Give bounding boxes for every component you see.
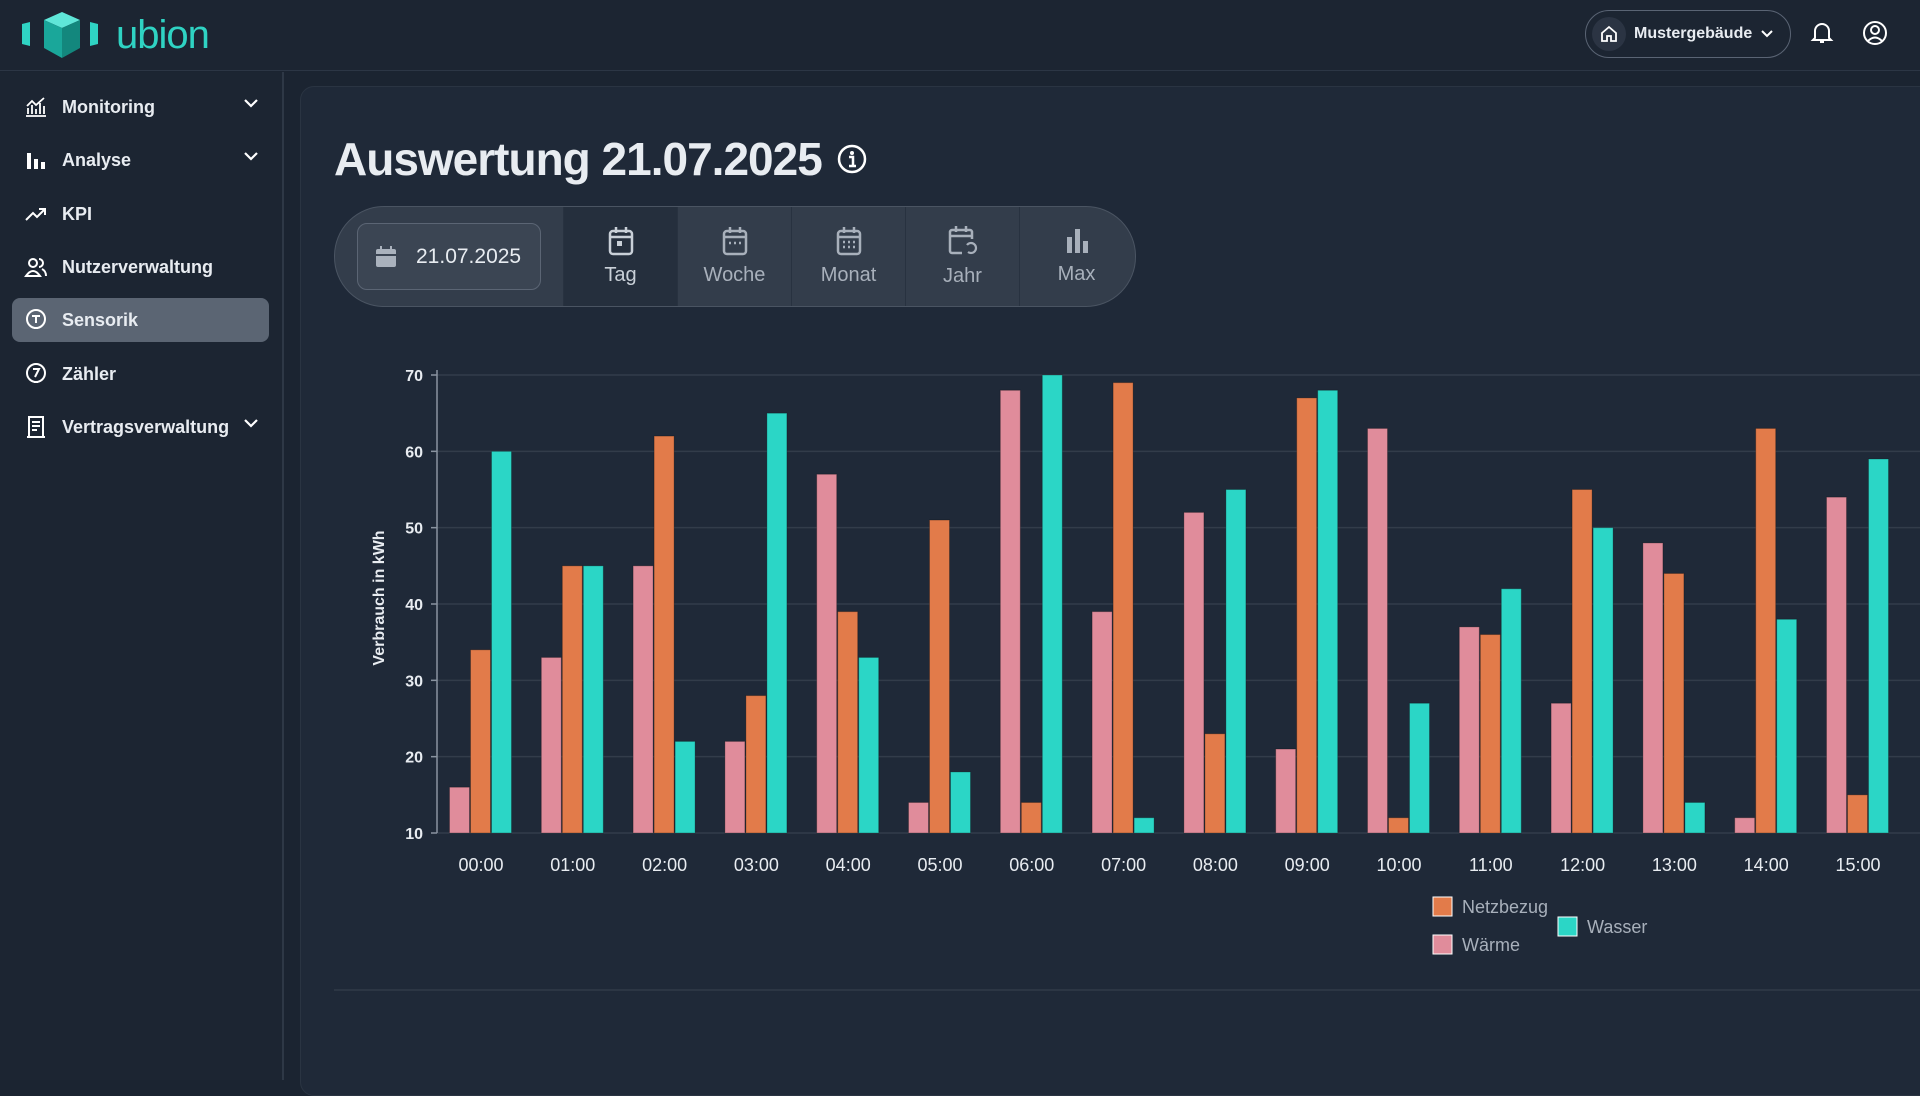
building-selector[interactable]: Mustergebäude	[1585, 10, 1791, 58]
period-selector: 21.07.2025 Tag Woche Monat Jahr Max	[334, 206, 1136, 307]
tab-label: Monat	[820, 264, 877, 286]
tab-label: Jahr	[943, 265, 982, 287]
sidebar-item-kpi[interactable]: KPI	[12, 192, 269, 236]
tab-label: Max	[1057, 263, 1096, 285]
calendar-day-icon	[608, 227, 633, 256]
sidebar-item-label: Analyse	[62, 149, 132, 170]
sidebar-item-label: Nutzerverwaltung	[62, 256, 214, 277]
home-icon	[1592, 17, 1626, 51]
logo[interactable]: ubion	[22, 12, 210, 58]
user-circle-icon[interactable]	[1862, 20, 1888, 46]
sidebar-item-zaehler[interactable]: Zähler	[12, 352, 269, 396]
tab-woche[interactable]: Woche	[677, 207, 791, 306]
calendar-week-icon	[722, 227, 747, 256]
users-icon	[24, 258, 47, 277]
document-icon	[27, 416, 45, 438]
sidebar-item-label: Vertragsverwaltung	[62, 416, 230, 437]
page-title-row: Auswertung 21.07.2025	[334, 132, 868, 186]
line-chart-icon	[26, 97, 46, 117]
sidebar-item-label: Zähler	[62, 363, 117, 384]
chevron-down-icon[interactable]	[243, 417, 259, 429]
logo-cube-icon	[22, 12, 98, 58]
tab-tag[interactable]: Tag	[563, 207, 677, 306]
divider	[334, 989, 1920, 991]
chevron-down-icon[interactable]	[243, 150, 259, 162]
chevron-down-icon	[1761, 30, 1773, 38]
trend-up-icon	[25, 208, 46, 221]
sidebar-item-sensorik[interactable]: Sensorik	[12, 298, 269, 342]
info-icon[interactable]	[836, 143, 868, 175]
calendar-icon	[376, 245, 396, 267]
meter-icon	[26, 363, 46, 383]
bar-chart-icon	[1066, 229, 1088, 253]
calendar-month-icon	[836, 227, 861, 256]
sensor-icon	[26, 309, 46, 329]
tab-label: Tag	[604, 264, 637, 286]
sidebar-item-analyse[interactable]: Analyse	[12, 138, 269, 182]
building-name: Mustergebäude	[1634, 25, 1753, 42]
date-value: 21.07.2025	[416, 244, 522, 268]
top-header: ubion Mustergebäude	[0, 0, 1920, 71]
tab-label: Woche	[703, 264, 766, 286]
chevron-down-icon[interactable]	[243, 97, 259, 109]
tab-monat[interactable]: Monat	[791, 207, 905, 306]
sidebar: Monitoring Analyse KPI Nutzerverwaltung …	[0, 72, 284, 1080]
tab-max[interactable]: Max	[1019, 207, 1133, 306]
brand-name: ubion	[116, 12, 210, 57]
sidebar-item-vertragsverwaltung[interactable]: Vertragsverwaltung	[12, 405, 269, 449]
sidebar-item-nutzerverwaltung[interactable]: Nutzerverwaltung	[12, 245, 269, 289]
sidebar-item-monitoring[interactable]: Monitoring	[12, 85, 269, 129]
page-title: Auswertung 21.07.2025	[334, 133, 823, 185]
bell-icon[interactable]	[1810, 20, 1834, 46]
sidebar-item-label: KPI	[62, 203, 93, 224]
bar-chart-icon	[27, 153, 45, 169]
sidebar-item-label: Sensorik	[62, 309, 139, 330]
sidebar-item-label: Monitoring	[62, 96, 155, 117]
tab-jahr[interactable]: Jahr	[905, 207, 1019, 306]
date-picker[interactable]: 21.07.2025	[357, 223, 541, 290]
calendar-repeat-icon	[948, 226, 977, 255]
